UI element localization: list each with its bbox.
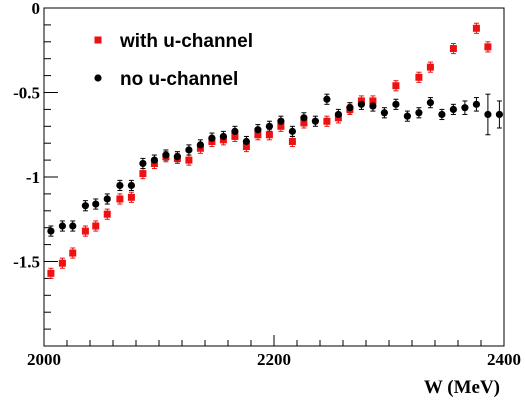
no-u-channel-point: [58, 222, 66, 230]
no-u-channel-point: [150, 156, 158, 164]
data-markers: [47, 24, 503, 277]
with-u-channel-point: [242, 143, 250, 151]
with-u-channel-point: [92, 222, 100, 230]
legend: with u-channel no u-channel: [94, 31, 253, 90]
no-u-channel-point: [173, 153, 181, 161]
with-u-channel-point: [323, 117, 331, 125]
with-u-channel-point: [116, 195, 124, 203]
with-u-channel-point: [449, 45, 457, 53]
no-u-channel-point: [484, 110, 492, 119]
no-u-channel-point: [380, 109, 388, 117]
no-u-channel-point: [311, 117, 319, 125]
no-u-channel-point: [92, 200, 100, 208]
with-u-channel-point: [288, 138, 296, 146]
with-u-channel-point: [47, 269, 55, 277]
y-tick-label: -1.5: [13, 253, 40, 272]
tick-labels: 2000 2200 2400 0 -0.5 -1 -1.5: [13, 0, 521, 369]
no-u-channel-point: [288, 127, 296, 135]
no-u-channel-point: [69, 222, 77, 230]
legend-marker-no-u-channel: [94, 74, 102, 82]
error-bars: [48, 22, 502, 279]
no-u-channel-point: [334, 110, 342, 119]
no-u-channel-point: [472, 100, 480, 108]
no-u-channel-point: [254, 126, 262, 134]
no-u-channel-point: [208, 134, 216, 142]
no-u-channel-point: [116, 181, 124, 190]
with-u-channel-point: [139, 170, 147, 178]
with-u-channel-point: [69, 249, 77, 257]
no-u-channel-point: [449, 105, 457, 113]
no-u-channel-point: [185, 146, 193, 154]
no-u-channel-point: [277, 117, 285, 125]
legend-label-no-u-channel: no u-channel: [120, 69, 238, 90]
legend-marker-with-u-channel: [94, 36, 102, 44]
no-u-channel-point: [403, 112, 411, 120]
with-u-channel-point: [277, 122, 285, 130]
with-u-channel-point: [472, 24, 480, 32]
with-u-channel-point: [265, 131, 273, 139]
no-u-channel-point: [495, 110, 503, 119]
with-u-channel-point: [231, 132, 239, 140]
no-u-channel-point: [162, 151, 170, 159]
x-tick-label: 2200: [257, 350, 291, 369]
no-u-channel-point: [461, 104, 469, 112]
x-tick-label: 2400: [487, 350, 521, 369]
no-u-channel-point: [392, 100, 400, 108]
no-u-channel-point: [231, 127, 239, 135]
no-u-channel-point: [300, 114, 308, 122]
no-u-channel-point: [357, 100, 365, 108]
no-u-channel-point: [426, 99, 434, 107]
no-u-channel-point: [242, 137, 250, 146]
with-u-channel-point: [426, 63, 434, 71]
legend-label-with-u-channel: with u-channel: [119, 31, 253, 52]
no-u-channel-point: [127, 181, 135, 190]
plot-frame: [43, 7, 505, 347]
y-tick-label: 0: [32, 0, 41, 18]
with-u-channel-point: [103, 210, 111, 218]
no-u-channel-point: [47, 227, 55, 235]
x-axis-title: W (MeV): [424, 377, 500, 398]
with-u-channel-point: [369, 97, 377, 105]
axis-ticks: [43, 7, 505, 347]
with-u-channel-point: [81, 227, 89, 235]
no-u-channel-point: [139, 159, 147, 168]
no-u-channel-point: [323, 95, 331, 103]
no-u-channel-point: [265, 122, 273, 130]
with-u-channel-point: [300, 119, 308, 127]
no-u-channel-point: [219, 132, 227, 141]
no-u-channel-point: [369, 102, 377, 110]
no-u-channel-point: [346, 104, 354, 112]
no-u-channel-point: [81, 202, 89, 210]
x-tick-label: 2000: [27, 350, 61, 369]
y-tick-label: -1: [26, 168, 40, 187]
with-u-channel-point: [392, 82, 400, 90]
no-u-channel-point: [415, 109, 423, 117]
y-tick-label: -0.5: [13, 84, 40, 103]
no-u-channel-point: [196, 141, 204, 149]
with-u-channel-point: [484, 43, 492, 51]
no-u-channel-point: [438, 110, 446, 119]
no-u-channel-point: [103, 195, 111, 203]
with-u-channel-point: [415, 73, 423, 81]
with-u-channel-point: [185, 156, 193, 164]
with-u-channel-point: [58, 259, 66, 267]
with-u-channel-point: [127, 193, 135, 201]
with-u-channel-point: [254, 131, 262, 139]
